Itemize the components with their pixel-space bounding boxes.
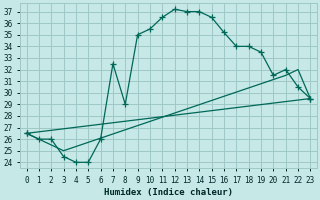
X-axis label: Humidex (Indice chaleur): Humidex (Indice chaleur) — [104, 188, 233, 197]
